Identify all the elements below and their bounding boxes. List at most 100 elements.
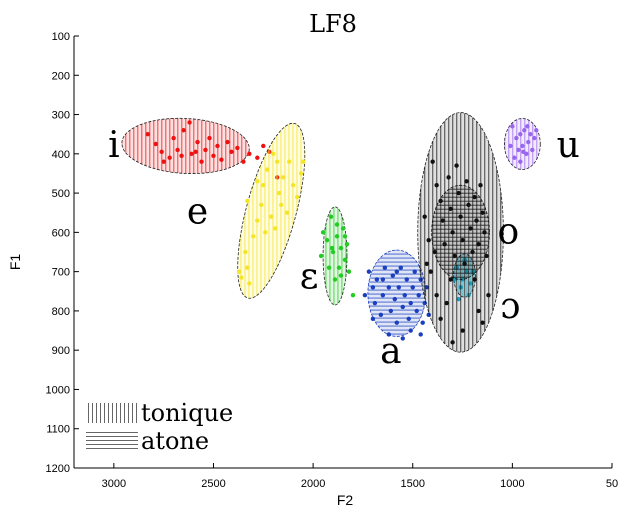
data-point [404,277,409,282]
data-point [336,265,342,270]
data-point [290,183,296,188]
data-point [450,230,455,235]
data-point [460,277,465,282]
data-point [476,308,481,314]
x-axis-label: F2 [337,492,354,508]
ellipse-outline [121,117,250,175]
data-point [277,190,282,196]
data-point [370,316,376,321]
data-point [265,167,270,172]
data-point [474,218,479,223]
x-tick-label: 1000 [500,478,524,490]
data-point [452,253,457,259]
y-tick-label: 1200 [46,463,70,475]
data-point [211,153,216,158]
data-point [237,269,242,274]
data-point [472,277,477,282]
data-point [456,190,461,196]
data-point [454,163,459,168]
series-6 [503,118,541,170]
data-point [285,210,290,215]
data-point [261,183,266,188]
data-point [340,226,346,231]
data-point [482,230,487,235]
data-point [392,296,398,302]
data-point [330,249,336,255]
data-point [342,257,348,263]
data-point [380,293,386,298]
data-point [460,238,465,243]
data-point [269,214,274,219]
data-point [521,149,526,155]
ellipse-outline [503,118,541,170]
data-point [259,202,264,208]
data-point [448,277,453,282]
data-point [434,183,439,188]
data-point [438,198,443,204]
data-point [518,131,523,137]
data-point [338,273,344,278]
data-point [398,265,403,270]
y-tick-label: 300 [52,110,70,122]
data-point [179,153,184,158]
vowel-label: e [187,192,208,233]
data-point [412,269,417,274]
data-point [255,218,260,223]
legend-swatch-atone [86,431,138,451]
data-point [414,308,419,314]
data-point [525,124,530,129]
x-tick-label: 1500 [400,478,424,490]
y-tick-label: 200 [52,70,70,82]
data-point [420,320,425,325]
data-point [408,300,413,306]
data-point [344,241,350,247]
data-point [320,230,326,235]
data-point [153,141,158,147]
data-point [408,328,413,333]
data-point [512,155,517,160]
chart-title: LF8 [309,10,357,38]
data-point [342,234,348,239]
data-point [263,230,268,235]
x-tick-label: 50 [606,478,618,490]
y-tick-label: 400 [52,149,70,161]
data-point [324,238,330,243]
data-point [530,147,535,153]
data-point [516,147,521,153]
data-point [145,131,150,137]
data-point [448,206,453,211]
data-point [225,139,230,145]
vowel-label: i [108,125,120,166]
data-point [484,253,489,259]
data-point [432,249,437,255]
series-5 [417,112,504,353]
data-point [175,147,180,153]
data-point [245,265,250,270]
data-point [338,245,344,251]
data-point [458,214,463,219]
data-point [406,316,411,321]
data-point [466,202,471,208]
data-point [522,128,527,133]
ellipse-outline [237,122,306,299]
data-point [480,320,485,325]
y-tick-label: 900 [52,345,70,357]
data-point [382,265,388,270]
data-point [438,316,443,321]
data-point [424,285,429,290]
x-tick-label: 2500 [201,478,225,490]
data-point [298,171,304,176]
data-point [255,155,260,160]
data-point [370,285,376,290]
data-point [300,159,306,164]
data-point [261,143,266,149]
data-point [241,159,246,164]
data-point [281,175,286,180]
vowel-label: u [557,125,580,166]
data-point [189,151,194,157]
data-point [161,159,166,164]
axes: 3000 2500 2000 1500 1000 50 100 200 300 400 500 600… [46,31,619,490]
data-point [362,293,368,298]
data-point [508,143,513,149]
data-point [271,151,276,157]
